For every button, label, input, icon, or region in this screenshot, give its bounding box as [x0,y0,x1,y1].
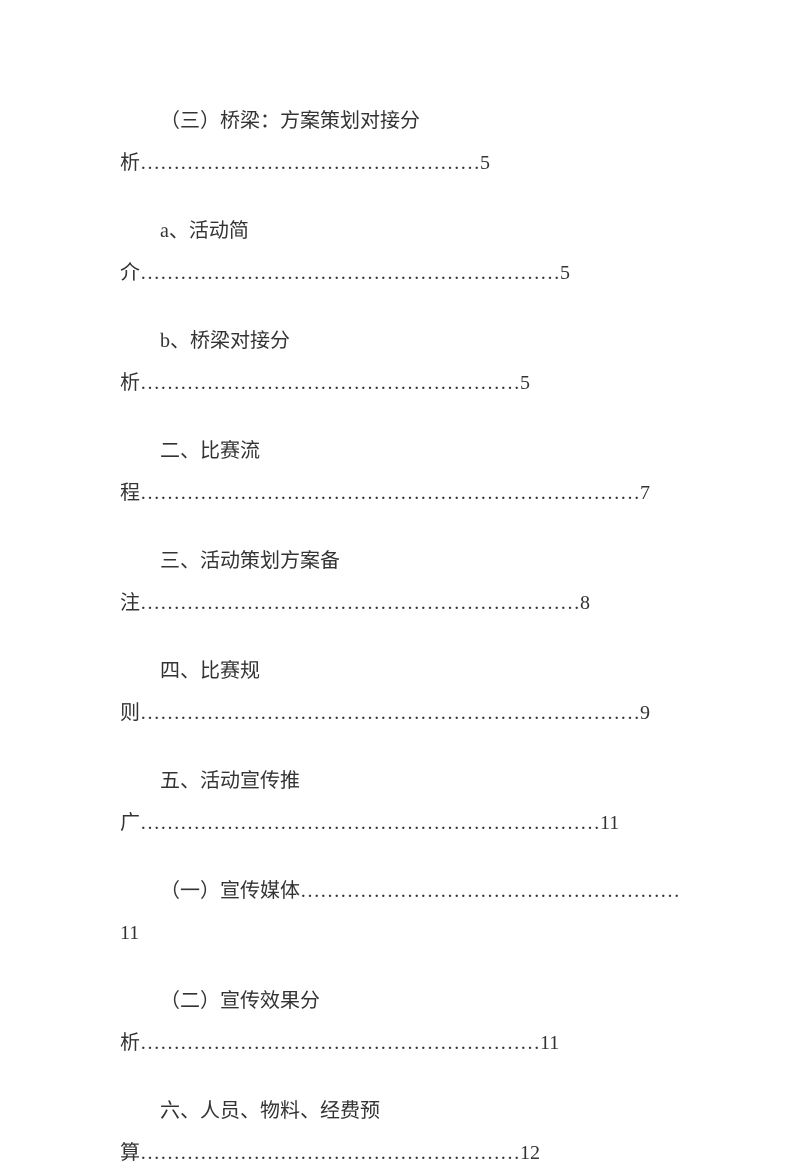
toc-entry-line1: 四、比赛规 [120,650,680,692]
toc-text: 广……………………………………………………………11 [120,812,619,834]
toc-entry-line1: 二、比赛流 [120,430,680,472]
toc-entry: 三、活动策划方案备注…………………………………………………………8 [120,540,680,624]
toc-text: 五、活动宣传推 [160,770,300,792]
toc-entry: 五、活动宣传推广……………………………………………………………11 [120,760,680,844]
toc-text: （一）宣传媒体…………………………………………………11 [120,880,680,944]
toc-entry-line1: 五、活动宣传推 [120,760,680,802]
toc-entry: 四、比赛规则…………………………………………………………………9 [120,650,680,734]
toc-entry-line2: 析……………………………………………5 [120,142,680,184]
toc-text: 三、活动策划方案备 [160,550,340,572]
toc-entry: （三）桥梁：方案策划对接分析……………………………………………5 [120,100,680,184]
toc-entry-line2: 注…………………………………………………………8 [120,582,680,624]
toc-entry: 六、人员、物料、经费预算…………………………………………………12 [120,1090,680,1174]
toc-text: 二、比赛流 [160,440,260,462]
toc-text: 算…………………………………………………12 [120,1142,540,1164]
toc-entry: a、活动简介………………………………………………………5 [120,210,680,294]
toc-text: b、桥梁对接分析…………………………………………………5 [120,330,530,394]
toc-entry-line2: 广……………………………………………………………11 [120,802,680,844]
toc-entry-line2: 析……………………………………………………11 [120,1022,680,1064]
toc-text: 四、比赛规 [160,660,260,682]
toc-entry: b、桥梁对接分析…………………………………………………5 [120,320,680,404]
toc-entry: （一）宣传媒体…………………………………………………11 [120,870,680,954]
toc-text: 析……………………………………………………11 [120,1032,559,1054]
toc-entry-line1: （三）桥梁：方案策划对接分 [120,100,680,142]
toc-text: 析……………………………………………5 [120,152,490,174]
toc-entry-line1: 六、人员、物料、经费预 [120,1090,680,1132]
toc-text: 六、人员、物料、经费预 [160,1100,380,1122]
toc-text: 注…………………………………………………………8 [120,592,590,614]
toc-text: （二）宣传效果分 [160,990,320,1012]
toc-entry-line2: 则…………………………………………………………………9 [120,692,680,734]
toc-text: a、活动简介………………………………………………………5 [120,220,570,284]
toc-text: （三）桥梁：方案策划对接分 [160,110,420,132]
toc-container: （三）桥梁：方案策划对接分析……………………………………………5 a、活动简介……… [120,100,680,1174]
toc-text: 程…………………………………………………………………7 [120,482,650,504]
toc-entry: （二）宣传效果分析……………………………………………………11 [120,980,680,1064]
toc-entry-line2: 程…………………………………………………………………7 [120,472,680,514]
toc-entry-line1: 三、活动策划方案备 [120,540,680,582]
toc-entry-line1: （二）宣传效果分 [120,980,680,1022]
toc-text: 则…………………………………………………………………9 [120,702,650,724]
toc-entry: 二、比赛流程…………………………………………………………………7 [120,430,680,514]
toc-entry-line2: 算…………………………………………………12 [120,1132,680,1174]
